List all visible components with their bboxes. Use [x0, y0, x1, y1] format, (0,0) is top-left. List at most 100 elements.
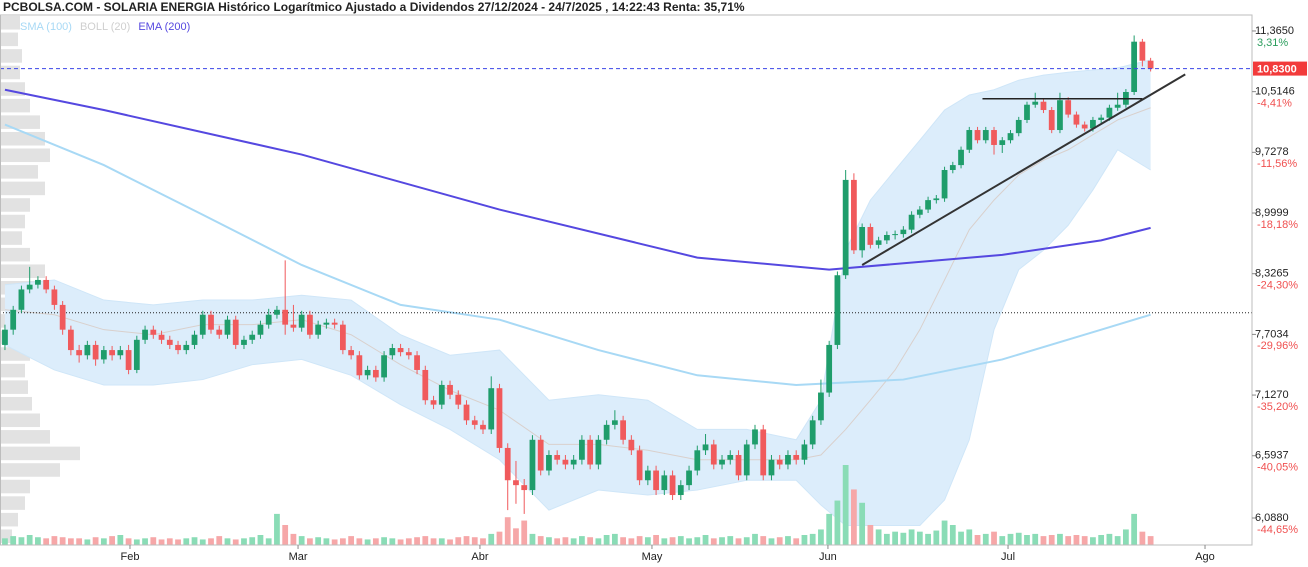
candle-body — [274, 309, 280, 315]
candle-body — [414, 355, 420, 370]
candle-body — [785, 455, 791, 465]
volume-profile-bar — [0, 463, 60, 477]
volume-bar — [43, 538, 50, 545]
candle-body — [1040, 101, 1047, 111]
candle-body — [18, 289, 25, 310]
candle-body — [1024, 104, 1030, 120]
volume-profile-bar — [0, 49, 22, 63]
candle-body — [166, 339, 173, 345]
volume-bar — [1139, 531, 1146, 545]
volume-bar — [776, 537, 783, 545]
candle-body — [991, 130, 997, 145]
candle-body — [1114, 104, 1121, 108]
candle-body — [183, 344, 190, 351]
volume-profile-bar — [0, 65, 20, 80]
candle-body — [1032, 101, 1039, 105]
indicator-line — [4, 88, 1151, 271]
candle-body — [628, 439, 635, 451]
volume-bar — [743, 537, 750, 545]
candle-body — [43, 279, 50, 290]
volume-bar — [1057, 533, 1063, 545]
candle-body — [265, 314, 272, 325]
candle-body — [892, 234, 898, 236]
volume-bar — [785, 536, 791, 545]
volume-bar — [109, 536, 115, 545]
candle-body — [636, 450, 643, 481]
volume-bar — [727, 536, 734, 545]
volume-bar — [158, 539, 165, 545]
volume-profile-bar — [0, 231, 22, 245]
candle-body — [158, 334, 165, 340]
volume-bar — [1098, 535, 1105, 545]
volume-bar — [372, 538, 379, 545]
volume-bar — [282, 525, 289, 545]
volume-bar — [1024, 535, 1030, 545]
volume-bar — [883, 533, 890, 545]
candle-body — [224, 319, 231, 335]
candle-body — [100, 350, 107, 360]
volume-bar — [595, 538, 602, 545]
volume-bar — [760, 536, 767, 545]
y-tick-label: 7,7034 — [1255, 328, 1289, 340]
volume-bar — [677, 536, 684, 545]
candle-body — [199, 314, 206, 335]
volume-bar — [719, 537, 725, 545]
candle-body — [455, 394, 462, 405]
candle-body — [241, 339, 247, 345]
candle-body — [282, 309, 289, 325]
volume-bar — [958, 531, 964, 545]
y2-tick-label: -11,56% — [1257, 158, 1297, 170]
volume-profile-bar — [0, 363, 25, 378]
volume-bar — [694, 537, 701, 545]
candle-body — [686, 470, 692, 486]
volume-bar — [224, 538, 231, 545]
volume-bar — [867, 525, 874, 545]
candle-body — [595, 439, 602, 465]
candle-body — [109, 350, 115, 356]
candle-body — [1106, 107, 1113, 118]
y-tick-label: 10,5146 — [1255, 86, 1295, 98]
volume-bar — [826, 513, 833, 545]
candle-body — [966, 130, 973, 150]
x-tick-label: Mar — [289, 551, 308, 563]
volume-profile-bar — [0, 115, 40, 129]
volume-bar — [18, 537, 25, 545]
volume-bar — [84, 539, 91, 545]
candle-body — [1048, 110, 1055, 131]
candle-body — [579, 439, 585, 460]
candle-body — [851, 179, 857, 251]
candle-body — [883, 234, 890, 241]
y-tick-label: 8,9999 — [1255, 207, 1289, 219]
volume-bar — [991, 531, 997, 545]
volume-bar — [1048, 535, 1055, 545]
candle-body — [529, 439, 536, 491]
candle-body — [1007, 133, 1014, 141]
candle-body — [339, 324, 346, 351]
volume-profile-bar — [0, 496, 25, 510]
volume-bar — [925, 533, 931, 545]
volume-bar — [1147, 536, 1154, 545]
candle-body — [1090, 119, 1096, 129]
volume-profile-bar — [0, 214, 25, 229]
volume-bar — [298, 536, 305, 545]
candle-body — [752, 429, 758, 445]
candle-body — [1057, 100, 1063, 131]
volume-bar — [199, 539, 206, 545]
volume-bar — [315, 537, 322, 545]
candle-body — [447, 384, 453, 395]
legend-entry: BOLL (20) — [80, 21, 130, 33]
volume-profile-bar — [0, 165, 38, 179]
candle-body — [290, 324, 297, 328]
candle-body — [702, 444, 709, 451]
volume-bar — [307, 538, 313, 545]
volume-bar — [26, 535, 33, 545]
candle-body — [191, 334, 198, 345]
volume-bar — [752, 533, 758, 545]
volume-profile-bar — [0, 396, 32, 411]
candle-body — [323, 322, 330, 325]
candle-body — [908, 214, 915, 230]
volume-bar — [471, 537, 478, 545]
candle-body — [496, 388, 503, 448]
candle-body — [546, 455, 552, 471]
